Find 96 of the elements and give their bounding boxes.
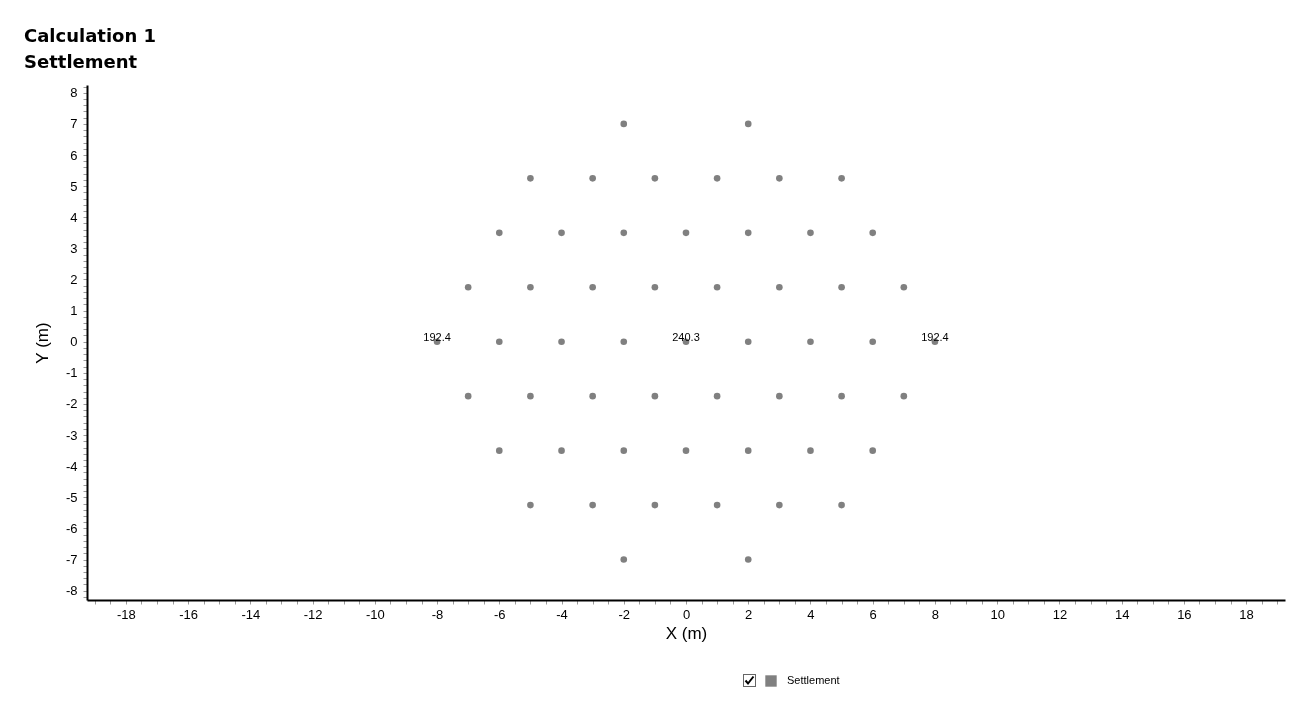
- point: [651, 175, 659, 182]
- point: [464, 283, 472, 291]
- y-axis-title: Y (m): [32, 322, 52, 364]
- y-tick-label: 4: [70, 209, 78, 225]
- y-tick-label: -4: [65, 458, 78, 474]
- annotation: 192.4: [921, 330, 949, 343]
- x-tick-label: 12: [1052, 606, 1068, 622]
- chart-title: Calculation 1: [24, 24, 157, 46]
- y-tick-label: 2: [70, 271, 78, 287]
- point: [620, 338, 628, 346]
- x-tick-label: -18: [117, 606, 136, 622]
- y-tick-label: -7: [65, 552, 78, 568]
- point: [900, 283, 908, 291]
- x-tick-label: -6: [494, 606, 506, 622]
- point: [744, 447, 752, 454]
- point: [558, 447, 565, 454]
- point: [589, 501, 596, 509]
- legend-label: Settlement: [787, 674, 840, 686]
- x-tick-label: -16: [179, 606, 199, 622]
- annotation: 240.3: [672, 330, 700, 343]
- point: [900, 392, 908, 400]
- point: [776, 501, 783, 509]
- y-tick-label: -1: [65, 365, 78, 381]
- point: [776, 283, 783, 291]
- x-tick-label: -8: [431, 606, 444, 622]
- point: [838, 501, 845, 509]
- point: [495, 229, 503, 237]
- annotation: 192.4: [423, 330, 451, 343]
- y-tick-label: -6: [65, 520, 78, 536]
- x-tick-label: -14: [241, 606, 261, 622]
- x-tick-label: 6: [869, 606, 877, 622]
- point: [744, 556, 752, 563]
- x-tick-label: 18: [1239, 606, 1254, 622]
- point: [807, 338, 814, 346]
- x-tick-label: -12: [303, 606, 323, 622]
- point: [869, 447, 877, 454]
- point: [464, 392, 472, 400]
- point: [651, 501, 659, 509]
- x-axis-title: X (m): [665, 623, 708, 643]
- x-tick-label: -10: [365, 606, 385, 622]
- x-tick-label: -4: [556, 606, 568, 622]
- point: [838, 283, 845, 291]
- point: [558, 229, 565, 237]
- point: [651, 392, 659, 400]
- y-tick-label: -8: [65, 583, 78, 599]
- point: [713, 283, 721, 291]
- y-tick-label: 8: [70, 85, 78, 101]
- point: [527, 283, 534, 291]
- point: [651, 283, 659, 291]
- point: [713, 392, 721, 400]
- x-tick-label: 4: [807, 606, 815, 622]
- point: [620, 447, 628, 454]
- point: [869, 229, 877, 237]
- point: [589, 283, 596, 291]
- point: [869, 338, 877, 346]
- point: [589, 392, 596, 400]
- point: [527, 392, 534, 400]
- y-tick-label: 1: [70, 303, 78, 319]
- point: [682, 229, 690, 237]
- point: [620, 120, 628, 128]
- y-tick-label: 3: [70, 240, 78, 256]
- point: [682, 447, 690, 454]
- x-tick-label: 14: [1114, 606, 1130, 622]
- point: [776, 392, 783, 400]
- y-tick-label: 5: [70, 178, 78, 194]
- point: [495, 338, 503, 346]
- point: [776, 175, 783, 182]
- point: [744, 338, 752, 346]
- point: [744, 120, 752, 128]
- point: [527, 175, 534, 182]
- point: [558, 338, 565, 346]
- point: [713, 501, 721, 509]
- x-tick-label: 8: [931, 606, 940, 622]
- point: [807, 229, 814, 237]
- x-tick-label: 16: [1177, 606, 1192, 622]
- point: [495, 447, 503, 454]
- point: [744, 229, 752, 237]
- y-tick-label: 6: [70, 147, 78, 163]
- y-tick-label: -5: [65, 489, 78, 505]
- chart-subtitle: Settlement: [24, 50, 138, 72]
- y-tick-label: -3: [65, 427, 78, 443]
- point: [620, 556, 628, 563]
- y-tick-label: 0: [70, 334, 78, 350]
- x-tick-label: 0: [682, 606, 691, 622]
- x-tick-label: -2: [618, 606, 631, 622]
- point: [527, 501, 534, 509]
- x-tick-label: 10: [990, 606, 1005, 622]
- point: [807, 447, 814, 454]
- point: [838, 175, 845, 182]
- point: [620, 229, 628, 237]
- point: [589, 175, 596, 182]
- y-tick-label: 7: [70, 116, 78, 132]
- x-tick-label: 2: [745, 606, 753, 622]
- y-tick-label: -2: [65, 396, 78, 412]
- point: [838, 392, 845, 400]
- point: [713, 175, 721, 182]
